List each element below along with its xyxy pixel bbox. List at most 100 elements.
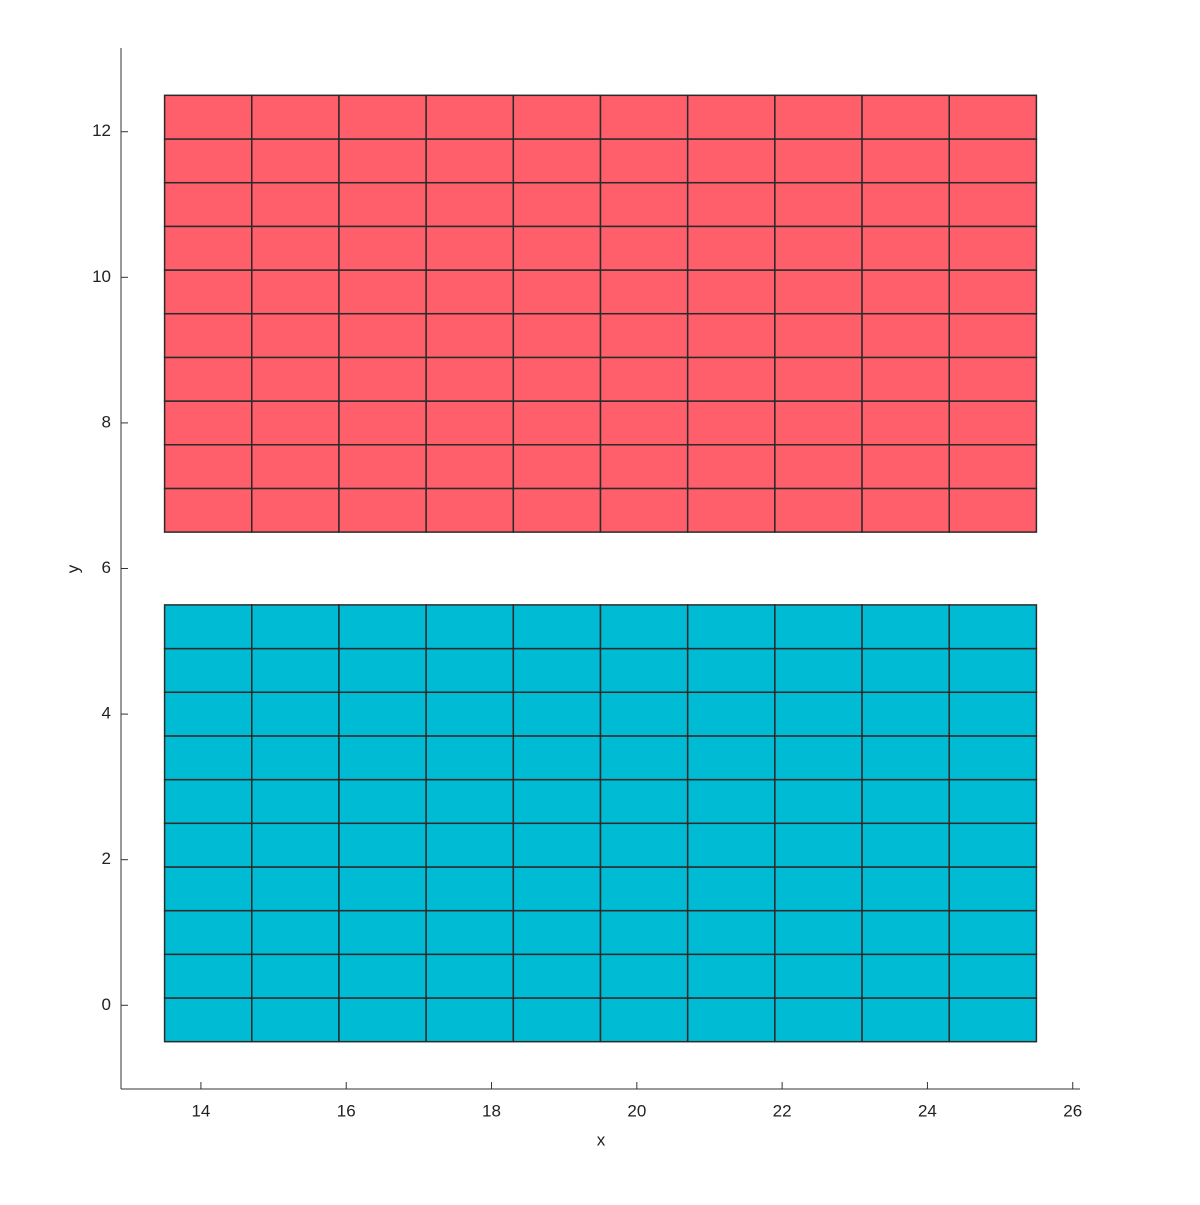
cell	[163, 94, 253, 140]
cell	[861, 997, 950, 1043]
cell	[251, 487, 340, 533]
cell	[948, 691, 1038, 737]
x-tick-label: 14	[191, 1101, 210, 1120]
cell	[251, 778, 340, 825]
cell	[774, 997, 863, 1043]
cell	[774, 269, 863, 315]
cell	[512, 269, 602, 315]
cell	[163, 181, 253, 228]
cell	[686, 822, 776, 868]
x-tick-label: 22	[773, 1101, 792, 1120]
cell	[512, 181, 602, 228]
cell	[948, 443, 1038, 490]
cell	[686, 269, 776, 315]
cell	[338, 997, 427, 1043]
cell	[338, 269, 427, 315]
cell	[338, 909, 427, 956]
cell	[861, 822, 950, 868]
cell	[512, 400, 602, 446]
cell	[251, 225, 340, 271]
cell	[599, 269, 689, 315]
cell	[425, 487, 515, 533]
cell	[163, 735, 253, 781]
cell	[338, 735, 427, 781]
cell	[338, 356, 427, 402]
cell	[599, 778, 689, 825]
cell	[861, 181, 950, 228]
cell	[512, 487, 602, 533]
cell	[425, 997, 515, 1043]
cell	[251, 735, 340, 781]
cell	[251, 138, 340, 184]
cell	[948, 94, 1038, 140]
cell	[512, 909, 602, 956]
x-tick-label: 16	[337, 1101, 356, 1120]
cell	[948, 356, 1038, 402]
cell	[512, 312, 602, 359]
cell	[163, 909, 253, 956]
cell	[599, 94, 689, 140]
cell	[338, 647, 427, 694]
cell	[338, 822, 427, 868]
cell	[861, 443, 950, 490]
y-tick-label: 10	[92, 267, 111, 286]
cell	[163, 822, 253, 868]
cell	[512, 604, 602, 650]
cell	[425, 604, 515, 650]
x-axis-label: x	[597, 1130, 606, 1149]
cell	[425, 735, 515, 781]
cell	[774, 487, 863, 533]
cell	[774, 181, 863, 228]
cell	[251, 647, 340, 694]
cell	[861, 735, 950, 781]
cell	[774, 138, 863, 184]
cell	[512, 691, 602, 737]
cell	[948, 735, 1038, 781]
cell	[251, 181, 340, 228]
cell	[163, 487, 253, 533]
cell	[948, 225, 1038, 271]
cell	[774, 735, 863, 781]
cell	[599, 691, 689, 737]
cell	[163, 953, 253, 999]
cell	[512, 94, 602, 140]
cell	[338, 778, 427, 825]
cell	[861, 487, 950, 533]
cell	[686, 647, 776, 694]
cell	[686, 181, 776, 228]
cell	[686, 604, 776, 650]
cell	[948, 487, 1038, 533]
cell	[686, 356, 776, 402]
cell	[774, 356, 863, 402]
cell	[948, 866, 1038, 912]
cell	[861, 94, 950, 140]
cell	[599, 647, 689, 694]
cell	[948, 269, 1038, 315]
cell	[861, 778, 950, 825]
y-tick-label: 8	[102, 412, 111, 431]
cell	[512, 953, 602, 999]
cell	[774, 604, 863, 650]
cell	[599, 997, 689, 1043]
cell	[774, 909, 863, 956]
cell	[163, 356, 253, 402]
cell	[512, 443, 602, 490]
cell	[686, 138, 776, 184]
cell	[251, 953, 340, 999]
cell	[338, 400, 427, 446]
cell	[338, 604, 427, 650]
cell	[686, 866, 776, 912]
cell	[163, 647, 253, 694]
cell	[686, 400, 776, 446]
cell	[948, 953, 1038, 999]
cell	[163, 997, 253, 1043]
cell	[163, 443, 253, 490]
cell	[425, 400, 515, 446]
cell	[163, 778, 253, 825]
cell	[861, 691, 950, 737]
cell	[774, 691, 863, 737]
cell	[861, 866, 950, 912]
cell	[861, 138, 950, 184]
cell	[686, 691, 776, 737]
cell	[512, 997, 602, 1043]
